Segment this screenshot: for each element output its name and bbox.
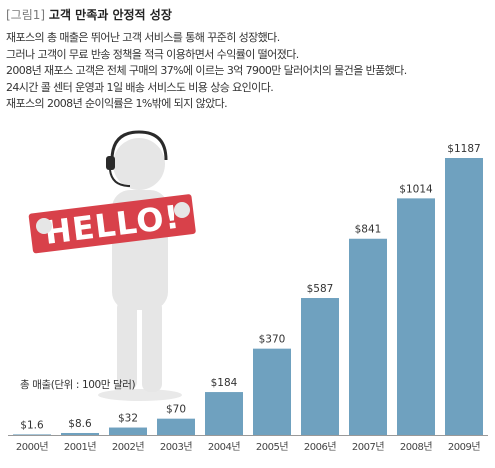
description-line-1: 재포스의 총 매출은 뛰어난 고객 서비스를 통해 꾸준히 성장했다. bbox=[6, 31, 280, 44]
bar-8 bbox=[397, 198, 435, 435]
bar-3 bbox=[157, 418, 195, 435]
description-line-2: 그러나 고객이 무료 반송 정책을 적극 이용하면서 수익률이 떨어졌다. bbox=[6, 47, 299, 61]
chart-value-labels: $1.6 $8.6 $32 $70 $184 $370 $587 $841 $1014 $1187 bbox=[20, 143, 480, 431]
x-tick-label-4: 2004년 bbox=[208, 441, 240, 453]
figure-shadow bbox=[98, 389, 182, 401]
bar-value-label-0: $1.6 bbox=[20, 419, 44, 431]
description-line-4: 24시간 콜 센터 운영과 1일 배송 서비스도 비용 상승 요인이다. bbox=[6, 80, 274, 94]
bar-value-label-8: $1014 bbox=[399, 183, 433, 195]
bar-value-label-4: $184 bbox=[211, 377, 238, 389]
chart-unit-label: 총 매출(단위 : 100만 달러) bbox=[20, 379, 136, 391]
bar-7 bbox=[349, 238, 387, 435]
x-tick-label-3: 2003년 bbox=[160, 441, 192, 453]
bar-9 bbox=[445, 158, 483, 435]
x-tick-label-8: 2008년 bbox=[400, 441, 432, 453]
description-line-5: 재포스의 2008년 순이익률은 1%밖에 되지 않았다. bbox=[6, 97, 228, 110]
headset-band-icon bbox=[110, 130, 168, 161]
chart-x-tick-labels: 2000년 2001년 2002년 2003년 2004년 2005년 2006년 2007년… bbox=[16, 441, 481, 453]
bar-value-label-9: $1187 bbox=[447, 143, 480, 155]
x-tick-label-9: 2009년 bbox=[448, 441, 480, 453]
x-tick-label-7: 2007년 bbox=[352, 441, 384, 453]
x-tick-label-6: 2006년 bbox=[304, 441, 336, 453]
bar-value-label-2: $32 bbox=[118, 413, 138, 425]
description: 재포스의 총 매출은 뛰어난 고객 서비스를 통해 꾸준히 성장했다. 그러나 … bbox=[6, 30, 492, 113]
headset-earpiece-icon bbox=[106, 156, 115, 170]
bar-6 bbox=[301, 298, 339, 435]
bar-5 bbox=[253, 348, 291, 435]
bar-value-label-7: $841 bbox=[355, 224, 382, 236]
bar-0 bbox=[13, 434, 51, 435]
headset-mic-icon bbox=[109, 169, 131, 187]
x-tick-label-0: 2000년 bbox=[16, 441, 48, 453]
figure-right-leg bbox=[142, 300, 162, 392]
bar-value-label-5: $370 bbox=[259, 334, 286, 346]
x-tick-label-5: 2005년 bbox=[256, 441, 288, 453]
figure-title-row: [그림1] 고객 만족과 안정적 성장 bbox=[6, 6, 172, 23]
description-line-3: 2008년 재포스 고객은 전체 구매의 37%에 이르는 3억 7900만 달… bbox=[6, 64, 407, 77]
x-tick-label-2: 2002년 bbox=[112, 441, 144, 453]
figure-title: 고객 만족과 안정적 성장 bbox=[48, 8, 172, 22]
figure-left-hand bbox=[36, 218, 52, 234]
chart-bars bbox=[13, 158, 483, 435]
figure-tag: [그림1] bbox=[6, 8, 46, 22]
bar-value-label-6: $587 bbox=[307, 283, 334, 295]
bar-2 bbox=[109, 427, 147, 435]
figure-right-hand bbox=[174, 202, 190, 218]
bar-1 bbox=[61, 432, 99, 435]
hello-figure-illustration: HELLO! bbox=[28, 130, 196, 401]
bar-value-label-3: $70 bbox=[166, 404, 186, 416]
figure-left-leg bbox=[117, 300, 137, 390]
hello-sign-board bbox=[28, 194, 196, 254]
figure-head bbox=[113, 138, 165, 190]
bar-value-label-1: $8.6 bbox=[68, 418, 92, 430]
bar-4 bbox=[205, 392, 243, 435]
x-tick-label-1: 2001년 bbox=[64, 441, 96, 453]
